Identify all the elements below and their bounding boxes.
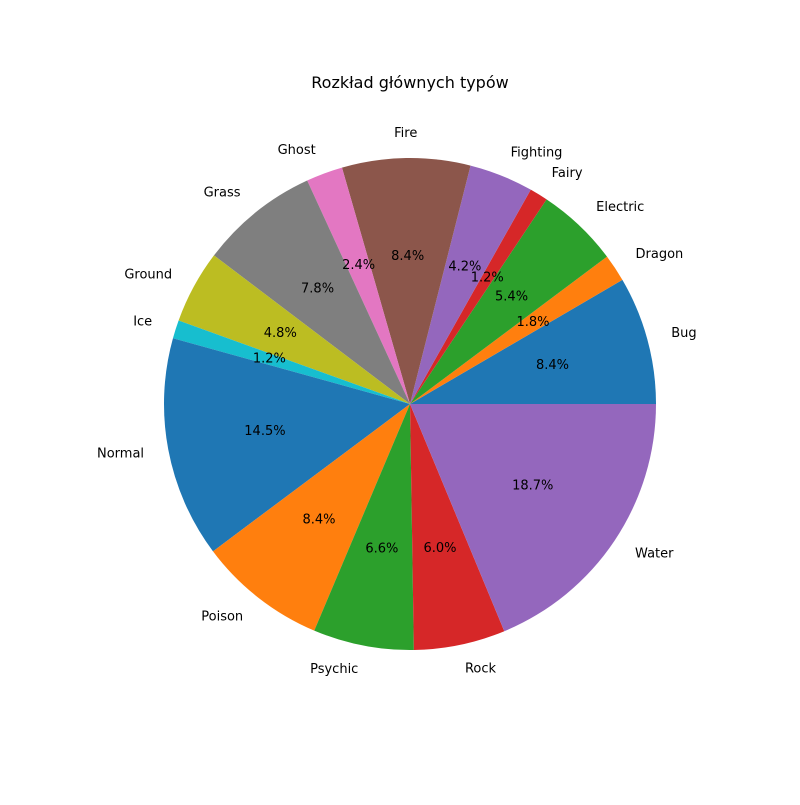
- pct-label-fairy: 1.2%: [471, 271, 504, 286]
- pie-slice-grass: [213, 180, 410, 404]
- pct-label-rock: 6.0%: [423, 541, 456, 556]
- slice-label-normal: Normal: [97, 446, 144, 461]
- slice-label-fire: Fire: [394, 126, 417, 141]
- slice-label-ground: Ground: [124, 267, 172, 282]
- percentage-labels: 8.4%1.8%5.4%1.2%4.2%8.4%2.4%7.8%4.8%1.2%…: [244, 249, 569, 556]
- slice-label-dragon: Dragon: [636, 247, 684, 262]
- pie-slice-ghost: [307, 167, 410, 404]
- slice-label-water: Water: [635, 547, 674, 562]
- slice-label-poison: Poison: [201, 610, 243, 625]
- chart-title: Rozkład głównych typów: [311, 73, 508, 92]
- slice-label-electric: Electric: [596, 200, 644, 215]
- slice-label-grass: Grass: [204, 186, 241, 201]
- pie-slice-rock: [410, 404, 505, 650]
- pct-label-normal: 14.5%: [244, 424, 285, 439]
- pct-label-fire: 8.4%: [391, 249, 424, 264]
- slice-label-rock: Rock: [465, 661, 497, 676]
- pct-label-poison: 8.4%: [302, 513, 335, 528]
- slice-label-psychic: Psychic: [310, 662, 358, 677]
- pie-slice-poison: [213, 404, 410, 631]
- pct-label-grass: 7.8%: [301, 281, 334, 296]
- pie-slice-normal: [163, 338, 410, 552]
- pie-slice-fighting: [410, 165, 531, 404]
- pct-label-fighting: 4.2%: [448, 259, 481, 274]
- slice-label-bug: Bug: [671, 326, 696, 341]
- slice-label-ice: Ice: [133, 314, 152, 329]
- pie-slice-ice: [172, 320, 410, 404]
- slice-label-fighting: Fighting: [511, 145, 563, 160]
- pie-slice-electric: [410, 199, 607, 404]
- pie-slice-psychic: [314, 404, 414, 650]
- pct-label-ground: 4.8%: [264, 326, 297, 341]
- pct-label-psychic: 6.6%: [365, 541, 398, 556]
- pie-slice-fairy: [410, 189, 547, 404]
- pct-label-dragon: 1.8%: [516, 315, 549, 330]
- pie-slice-dragon: [410, 256, 623, 404]
- pie-slice-water: [410, 404, 656, 632]
- pct-label-electric: 5.4%: [495, 289, 528, 304]
- slice-label-fairy: Fairy: [552, 166, 583, 181]
- pie-slice-bug: [410, 279, 656, 404]
- slice-labels: Bug Dragon Electric Fairy Fighting Fire Ghost G…: [97, 126, 697, 677]
- slice-label-ghost: Ghost: [278, 143, 316, 158]
- pie-slice-fire: [341, 157, 471, 404]
- pie-slices: [163, 157, 656, 650]
- pct-label-water: 18.7%: [512, 478, 553, 493]
- pie-slice-ground: [178, 255, 410, 404]
- pct-label-ghost: 2.4%: [342, 258, 375, 273]
- pct-label-bug: 8.4%: [536, 358, 569, 373]
- pct-label-ice: 1.2%: [253, 352, 286, 367]
